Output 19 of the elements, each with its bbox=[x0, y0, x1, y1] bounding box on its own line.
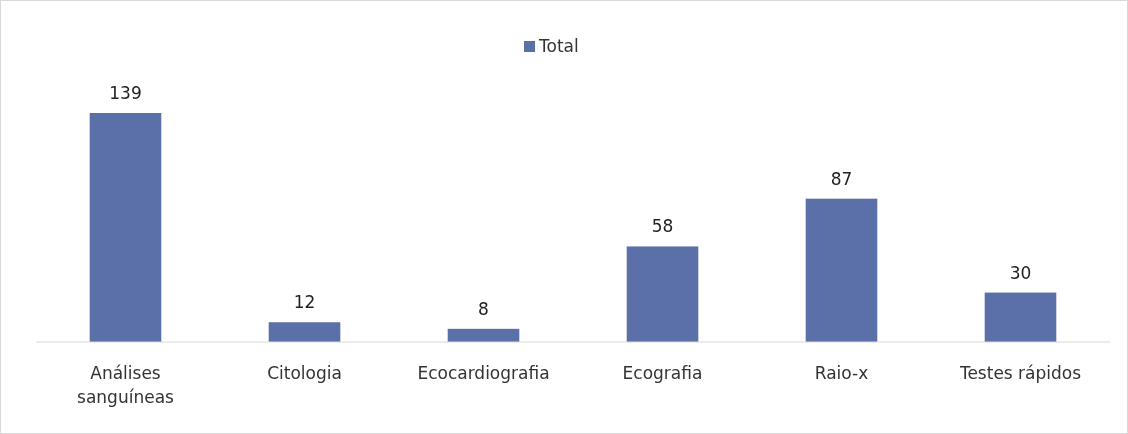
data-label: 8 bbox=[478, 298, 489, 319]
x-tick-label: Raio-x bbox=[814, 363, 869, 383]
legend-label: Total bbox=[538, 36, 579, 56]
bar bbox=[626, 246, 699, 342]
data-label: 12 bbox=[293, 292, 316, 313]
bar bbox=[89, 113, 162, 342]
bar bbox=[447, 328, 520, 342]
x-tick-label: Análises sanguíneas bbox=[77, 363, 175, 407]
data-label: 30 bbox=[1009, 262, 1032, 283]
bar bbox=[984, 292, 1057, 342]
bar bbox=[805, 198, 878, 342]
x-tick-label: Ecocardiografia bbox=[417, 363, 550, 383]
x-tick-label: Testes rápidos bbox=[958, 363, 1082, 383]
data-label: 139 bbox=[109, 83, 142, 103]
x-tick-label: Citologia bbox=[267, 363, 342, 383]
data-label: 87 bbox=[830, 168, 853, 189]
data-label: 58 bbox=[651, 216, 674, 237]
x-tick-label: Ecografia bbox=[622, 363, 703, 383]
bar bbox=[268, 322, 341, 342]
